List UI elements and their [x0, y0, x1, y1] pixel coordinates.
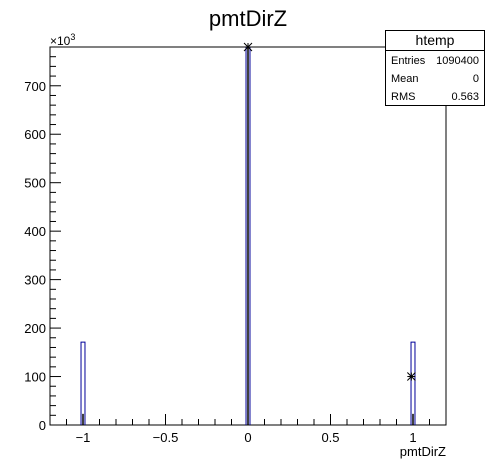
stats-key-entries: Entries [391, 55, 426, 67]
y-tick-label: 600 [24, 127, 46, 142]
y-tick-label: 400 [24, 224, 46, 239]
x-tick-label: 1 [409, 430, 416, 445]
data-marker [406, 372, 416, 381]
stats-value-mean: 0 [472, 73, 479, 85]
x-axis-label: pmtDirZ [400, 444, 446, 459]
stats-value-entries: 1090400 [436, 55, 479, 67]
y-tick-label: 100 [24, 370, 46, 385]
stats-key-mean: Mean [391, 73, 419, 85]
chart-title: pmtDirZ [209, 6, 287, 31]
y-tick-label: 0 [39, 418, 46, 433]
x-tick-label: −1 [76, 430, 91, 445]
y-multiplier-label: ×103 [50, 32, 75, 48]
y-tick-label: 200 [24, 321, 46, 336]
stats-key-rms: RMS [391, 91, 416, 103]
histogram-bar [80, 341, 86, 425]
histogram-bar [410, 341, 416, 425]
data-marker [243, 42, 253, 52]
stats-title: htemp [386, 31, 484, 51]
stats-box: htemp Entries 1090400 Mean 0 RMS 0.563 [385, 30, 485, 106]
stats-value-rms: 0.563 [451, 91, 479, 103]
y-tick-label: 500 [24, 176, 46, 191]
y-multiplier-exponent: 3 [70, 32, 75, 42]
y-tick-label: 700 [24, 79, 46, 94]
y-tick-label: 300 [24, 273, 46, 288]
stats-row-mean: Mean 0 [391, 70, 479, 88]
y-multiplier-base: ×10 [50, 34, 71, 48]
x-tick-label: 0.5 [321, 430, 339, 445]
stats-row-entries: Entries 1090400 [391, 52, 479, 70]
x-tick-label: 0 [244, 430, 251, 445]
stats-row-rms: RMS 0.563 [391, 88, 479, 106]
x-tick-label: −0.5 [153, 430, 179, 445]
